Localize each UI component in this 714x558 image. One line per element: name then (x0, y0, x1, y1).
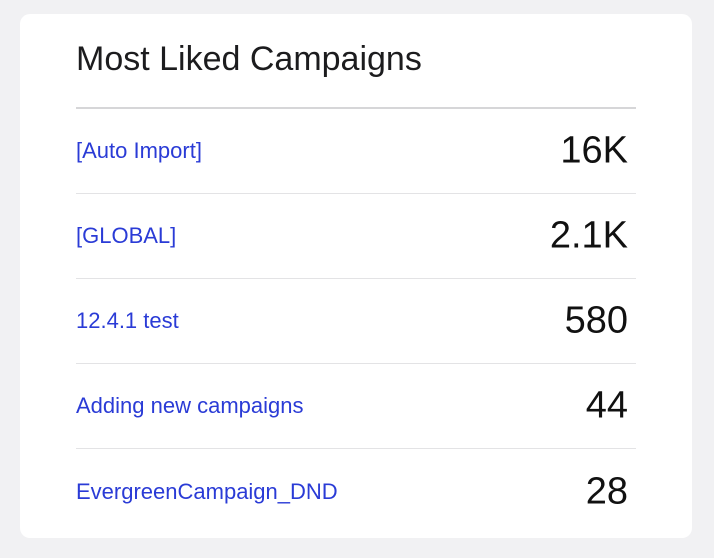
campaign-link-evergreen-campaign-dnd[interactable]: EvergreenCampaign_DND (76, 478, 338, 504)
campaign-row: [Auto Import] 16K (76, 109, 636, 194)
campaign-row: EvergreenCampaign_DND 28 (76, 449, 636, 534)
campaign-row: Adding new campaigns 44 (76, 364, 636, 449)
campaign-like-count: 44 (585, 384, 628, 427)
campaign-link-adding-new-campaigns[interactable]: Adding new campaigns (76, 393, 304, 418)
campaign-link-global[interactable]: [GLOBAL] (76, 223, 177, 248)
campaign-list: [Auto Import] 16K [GLOBAL] 2.1K 12.4.1 t… (76, 109, 636, 534)
campaign-like-count: 580 (564, 299, 628, 342)
campaign-like-count: 16K (560, 129, 628, 172)
campaign-row: [GLOBAL] 2.1K (76, 194, 636, 279)
card-title: Most Liked Campaigns (76, 40, 422, 78)
campaign-row: 12.4.1 test 580 (76, 279, 636, 364)
campaign-like-count: 2.1K (549, 214, 628, 257)
campaign-like-count: 28 (585, 470, 628, 512)
most-liked-campaigns-card: Most Liked Campaigns [Auto Import] 16K [… (20, 14, 692, 538)
campaign-link-auto-import[interactable]: [Auto Import] (76, 138, 202, 163)
campaign-link-12-4-1-test[interactable]: 12.4.1 test (76, 308, 179, 333)
title-divider (76, 107, 636, 109)
